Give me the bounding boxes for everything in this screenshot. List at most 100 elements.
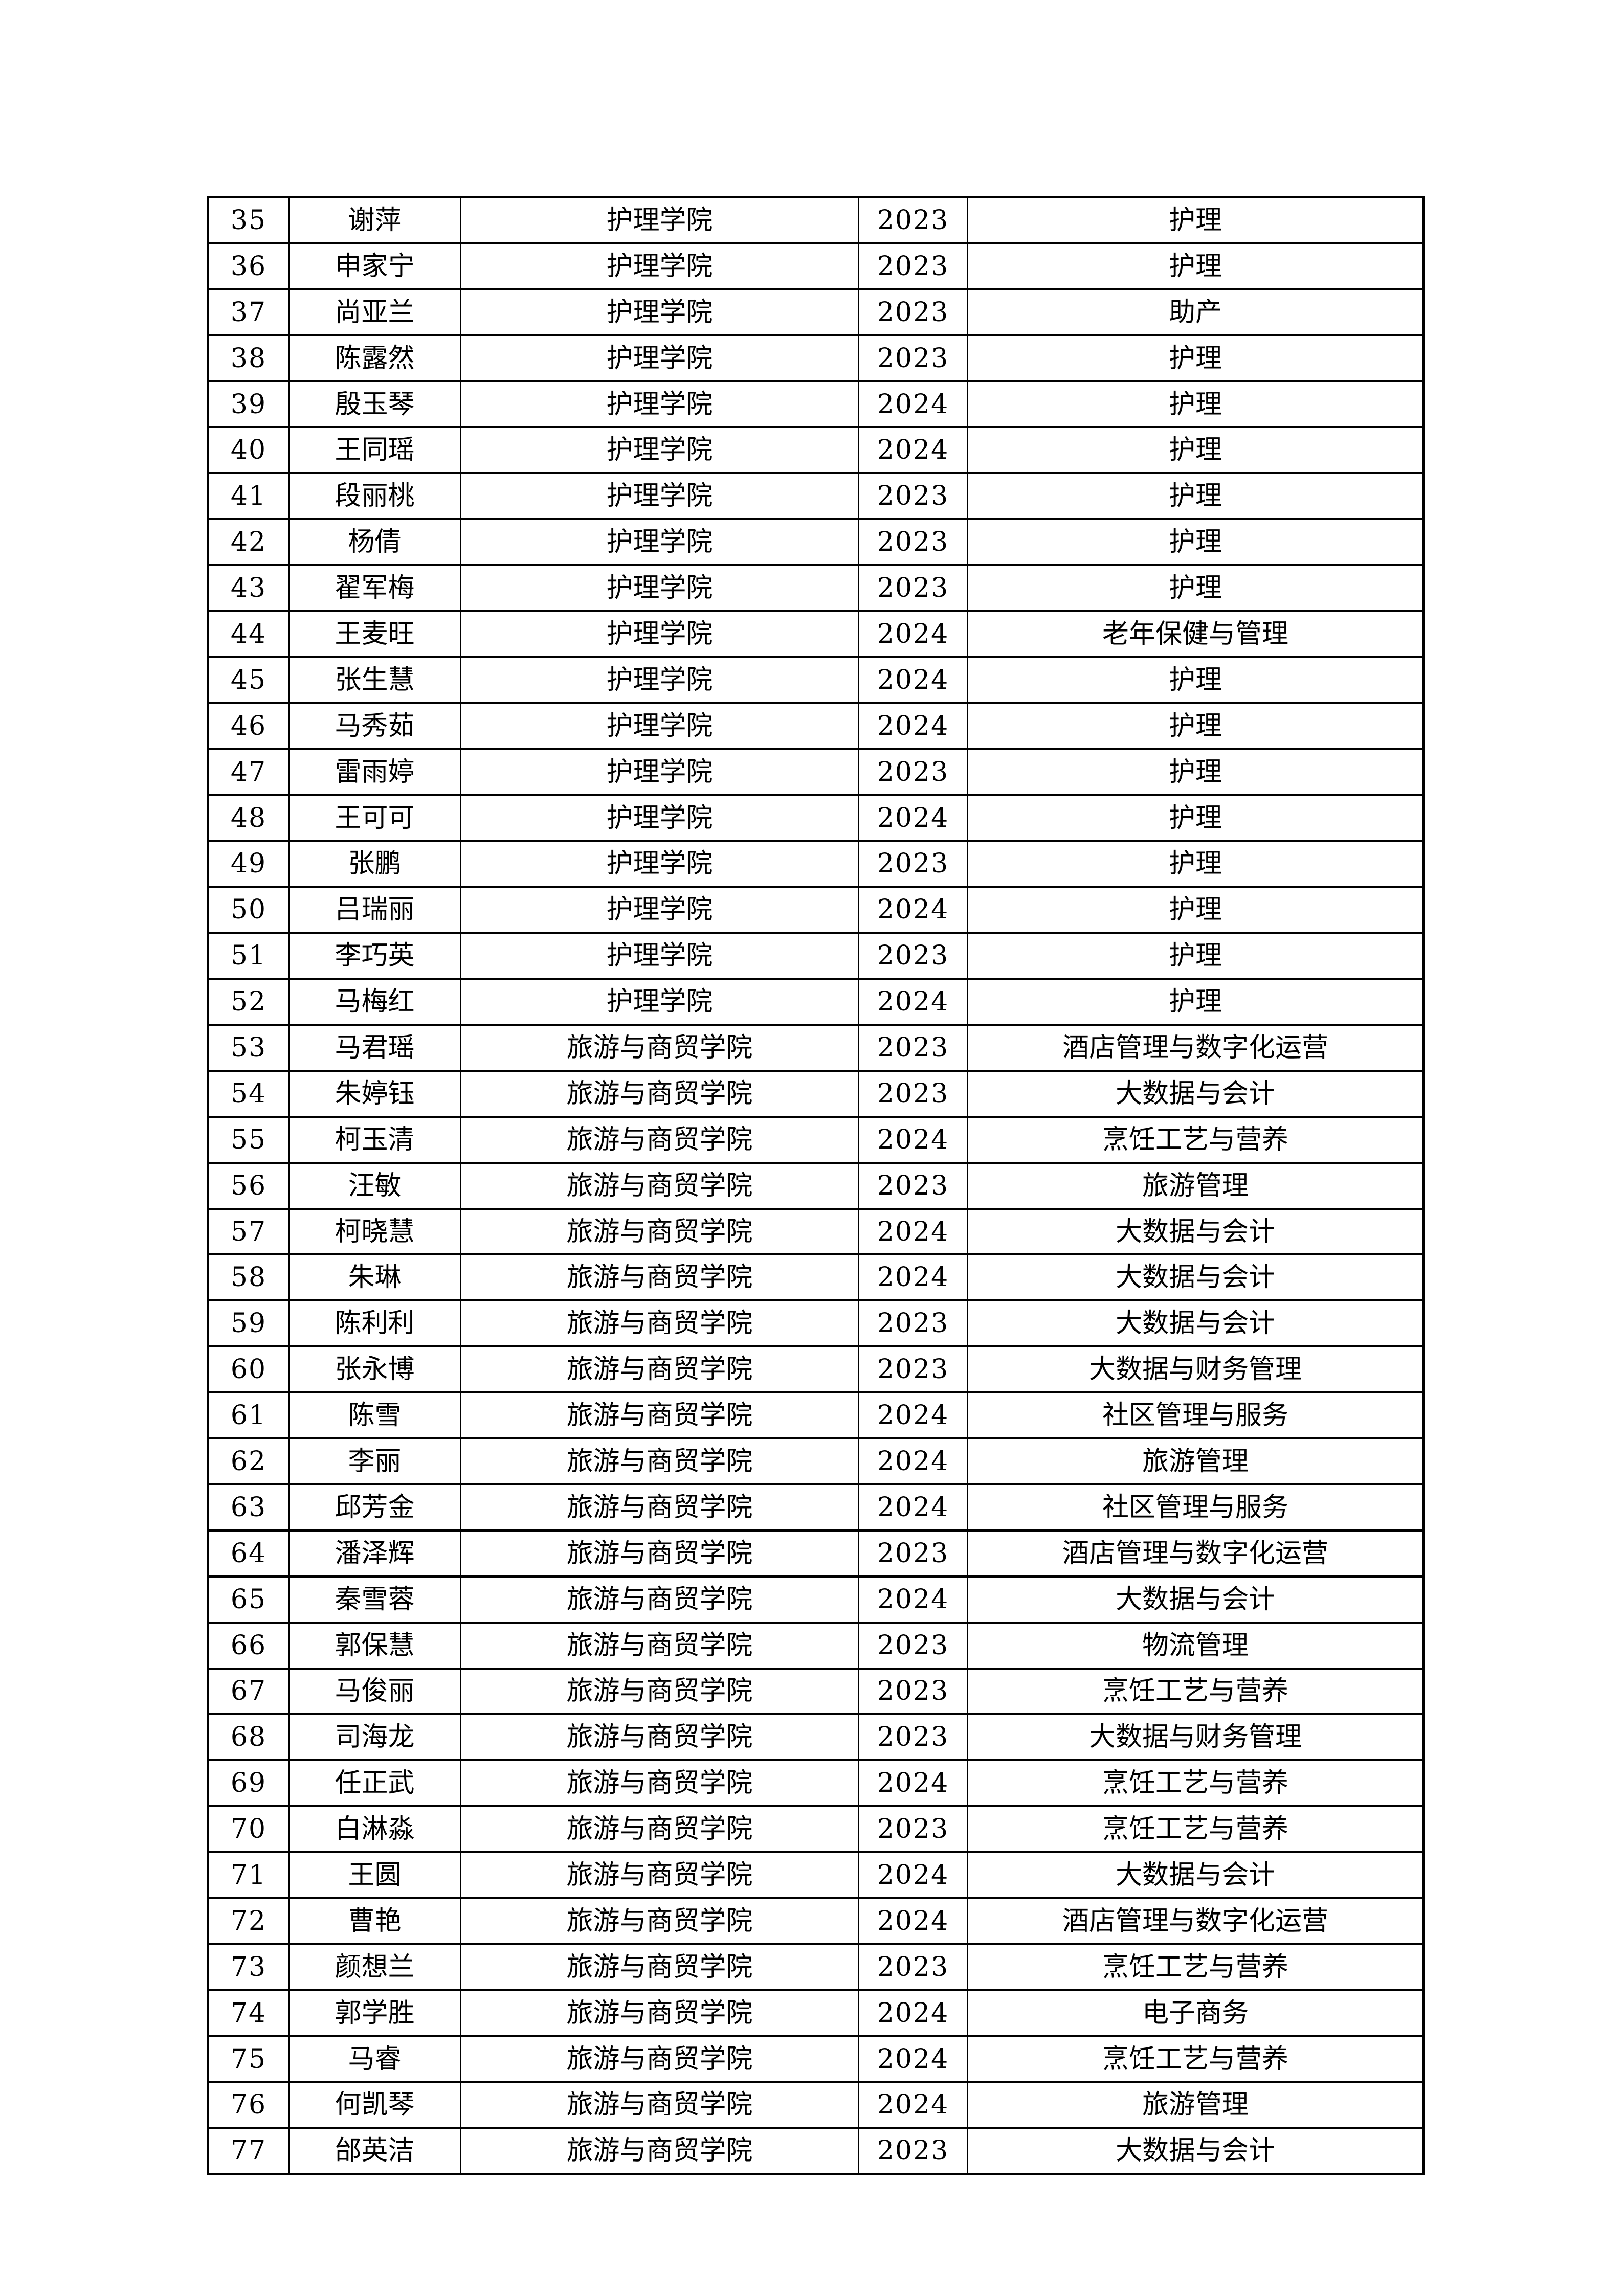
college-cell: 旅游与商贸学院	[460, 1943, 859, 1991]
major-cell: 烹饪工艺与营养	[967, 1667, 1425, 1716]
college-cell: 护理学院	[460, 840, 859, 888]
major-cell: 旅游管理	[967, 2081, 1425, 2129]
row-number-cell: 43	[207, 564, 290, 613]
table-row: 76 何凯琴 旅游与商贸学院 2024 旅游管理	[207, 2081, 1425, 2129]
table-row: 40 王同瑶 护理学院 2024 护理	[207, 426, 1425, 475]
table-row: 66 郭保慧 旅游与商贸学院 2023 物流管理	[207, 1621, 1425, 1670]
student-name-cell: 柯晓慧	[288, 1207, 461, 1256]
college-cell: 护理学院	[460, 426, 859, 475]
row-number-cell: 49	[207, 840, 290, 888]
table-row: 49 张鹏 护理学院 2023 护理	[207, 840, 1425, 888]
enroll-year-cell: 2024	[858, 656, 968, 704]
major-cell: 护理	[967, 656, 1425, 704]
enroll-year-cell: 2023	[858, 1943, 968, 1991]
major-cell: 社区管理与服务	[967, 1391, 1425, 1440]
major-cell: 物流管理	[967, 1621, 1425, 1670]
enroll-year-cell: 2023	[858, 242, 968, 290]
enroll-year-cell: 2024	[858, 1575, 968, 1624]
row-number-cell: 76	[207, 2081, 290, 2129]
college-cell: 护理学院	[460, 196, 859, 244]
college-cell: 护理学院	[460, 472, 859, 521]
enroll-year-cell: 2024	[858, 2035, 968, 2083]
table-row: 45 张生慧 护理学院 2024 护理	[207, 656, 1425, 704]
table-row: 54 朱婷钰 旅游与商贸学院 2023 大数据与会计	[207, 1069, 1425, 1118]
major-cell: 大数据与会计	[967, 1069, 1425, 1118]
student-name-cell: 马君瑶	[288, 1024, 461, 1072]
college-cell: 旅游与商贸学院	[460, 1299, 859, 1348]
student-name-cell: 陈露然	[288, 334, 461, 382]
student-name-cell: 马睿	[288, 2035, 461, 2083]
student-name-cell: 潘泽辉	[288, 1529, 461, 1578]
college-cell: 旅游与商贸学院	[460, 1897, 859, 1945]
college-cell: 旅游与商贸学院	[460, 1437, 859, 1485]
major-cell: 大数据与会计	[967, 1207, 1425, 1256]
table-row: 75 马睿 旅游与商贸学院 2024 烹饪工艺与营养	[207, 2035, 1425, 2083]
student-name-cell: 张鹏	[288, 840, 461, 888]
student-name-cell: 任正武	[288, 1759, 461, 1808]
table-row: 51 李巧英 护理学院 2023 护理	[207, 932, 1425, 980]
major-cell: 大数据与会计	[967, 1253, 1425, 1302]
major-cell: 护理	[967, 932, 1425, 980]
enroll-year-cell: 2023	[858, 518, 968, 567]
table-row: 57 柯晓慧 旅游与商贸学院 2024 大数据与会计	[207, 1207, 1425, 1256]
major-cell: 护理	[967, 334, 1425, 382]
major-cell: 护理	[967, 472, 1425, 521]
college-cell: 旅游与商贸学院	[460, 1069, 859, 1118]
major-cell: 大数据与会计	[967, 2127, 1425, 2175]
table-row: 47 雷雨婷 护理学院 2023 护理	[207, 748, 1425, 796]
row-number-cell: 73	[207, 1943, 290, 1991]
college-cell: 旅游与商贸学院	[460, 1851, 859, 1899]
table-row: 52 马梅红 护理学院 2024 护理	[207, 978, 1425, 1026]
student-name-cell: 汪敏	[288, 1161, 461, 1210]
enroll-year-cell: 2024	[858, 794, 968, 842]
row-number-cell: 48	[207, 794, 290, 842]
college-cell: 护理学院	[460, 610, 859, 658]
table-row: 64 潘泽辉 旅游与商贸学院 2023 酒店管理与数字化运营	[207, 1529, 1425, 1578]
enroll-year-cell: 2024	[858, 1759, 968, 1808]
student-name-cell: 李巧英	[288, 932, 461, 980]
college-cell: 护理学院	[460, 288, 859, 336]
student-name-cell: 吕瑞丽	[288, 886, 461, 934]
row-number-cell: 58	[207, 1253, 290, 1302]
row-number-cell: 59	[207, 1299, 290, 1348]
row-number-cell: 70	[207, 1805, 290, 1854]
enroll-year-cell: 2024	[858, 1207, 968, 1256]
enroll-year-cell: 2024	[858, 1115, 968, 1164]
enroll-year-cell: 2024	[858, 978, 968, 1026]
college-cell: 护理学院	[460, 334, 859, 382]
row-number-cell: 35	[207, 196, 290, 244]
enroll-year-cell: 2024	[858, 1483, 968, 1532]
enroll-year-cell: 2023	[858, 334, 968, 382]
college-cell: 旅游与商贸学院	[460, 1161, 859, 1210]
major-cell: 大数据与会计	[967, 1299, 1425, 1348]
enroll-year-cell: 2024	[858, 610, 968, 658]
major-cell: 护理	[967, 196, 1425, 244]
college-cell: 护理学院	[460, 932, 859, 980]
row-number-cell: 44	[207, 610, 290, 658]
college-cell: 旅游与商贸学院	[460, 1667, 859, 1716]
major-cell: 护理	[967, 242, 1425, 290]
row-number-cell: 77	[207, 2127, 290, 2175]
college-cell: 旅游与商贸学院	[460, 1713, 859, 1762]
student-name-cell: 颜想兰	[288, 1943, 461, 1991]
major-cell: 护理	[967, 380, 1425, 429]
enroll-year-cell: 2023	[858, 1345, 968, 1394]
college-cell: 护理学院	[460, 978, 859, 1026]
major-cell: 大数据与会计	[967, 1851, 1425, 1899]
table-row: 55 柯玉清 旅游与商贸学院 2024 烹饪工艺与营养	[207, 1115, 1425, 1164]
major-cell: 大数据与财务管理	[967, 1713, 1425, 1762]
college-cell: 旅游与商贸学院	[460, 1207, 859, 1256]
major-cell: 旅游管理	[967, 1161, 1425, 1210]
student-name-cell: 白淋淼	[288, 1805, 461, 1854]
major-cell: 烹饪工艺与营养	[967, 1759, 1425, 1808]
table-row: 43 翟军梅 护理学院 2023 护理	[207, 564, 1425, 613]
major-cell: 护理	[967, 702, 1425, 750]
major-cell: 社区管理与服务	[967, 1483, 1425, 1532]
student-name-cell: 李丽	[288, 1437, 461, 1485]
student-name-cell: 王可可	[288, 794, 461, 842]
table-row: 67 马俊丽 旅游与商贸学院 2023 烹饪工艺与营养	[207, 1667, 1425, 1716]
enroll-year-cell: 2024	[858, 426, 968, 475]
table-row: 44 王麦旺 护理学院 2024 老年保健与管理	[207, 610, 1425, 658]
major-cell: 护理	[967, 794, 1425, 842]
student-name-cell: 申家宁	[288, 242, 461, 290]
